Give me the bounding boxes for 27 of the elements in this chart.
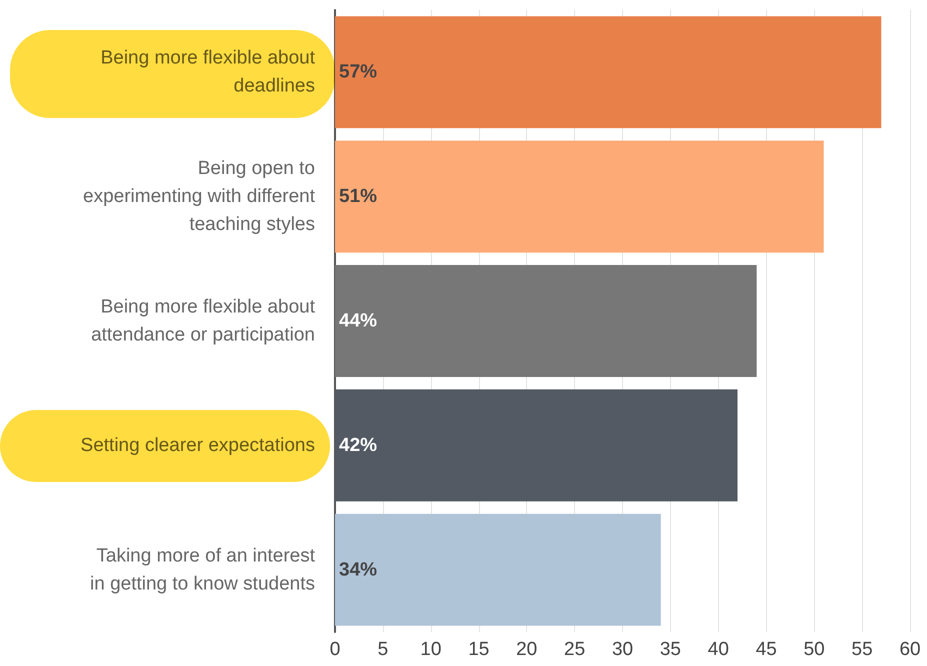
x-tick-label: 10 — [420, 639, 442, 660]
data-label: 42% — [339, 434, 378, 456]
y-tick-label: Being open to experimenting with different teaching styles — [83, 158, 316, 236]
x-tick-label: 15 — [468, 639, 490, 660]
x-tick-label: 45 — [756, 639, 777, 660]
x-tick-label: 5 — [378, 639, 388, 660]
x-tick-label: 35 — [660, 639, 681, 660]
data-label: 34% — [339, 559, 378, 580]
x-tick-label: 20 — [516, 639, 538, 660]
x-tick-label: 50 — [804, 639, 825, 660]
x-tick-label: 60 — [899, 639, 921, 660]
bar — [335, 140, 824, 253]
x-tick-label: 0 — [330, 639, 340, 660]
x-tick-label: 25 — [564, 639, 586, 660]
data-label: 51% — [339, 186, 378, 208]
x-tick-label: 30 — [612, 639, 634, 660]
x-tick-label: 55 — [852, 639, 873, 660]
bar — [335, 389, 738, 502]
data-label: 57% — [339, 62, 378, 83]
y-tick-label: Being more flexible about attendance or participation — [91, 296, 316, 346]
bar — [335, 514, 661, 626]
y-tick-label: Being more flexible about deadlines — [100, 48, 316, 97]
x-tick-label: 40 — [708, 639, 729, 660]
data-label: 44% — [339, 310, 378, 332]
y-tick-label: Taking more of an interest in getting to know students — [90, 545, 316, 594]
bar — [335, 265, 757, 377]
y-tick-label: Setting clearer expectations — [80, 434, 315, 456]
